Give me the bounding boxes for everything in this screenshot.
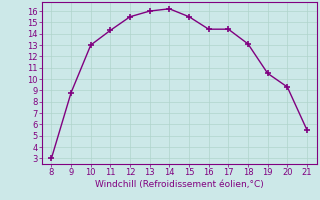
X-axis label: Windchill (Refroidissement éolien,°C): Windchill (Refroidissement éolien,°C) [95, 180, 264, 189]
